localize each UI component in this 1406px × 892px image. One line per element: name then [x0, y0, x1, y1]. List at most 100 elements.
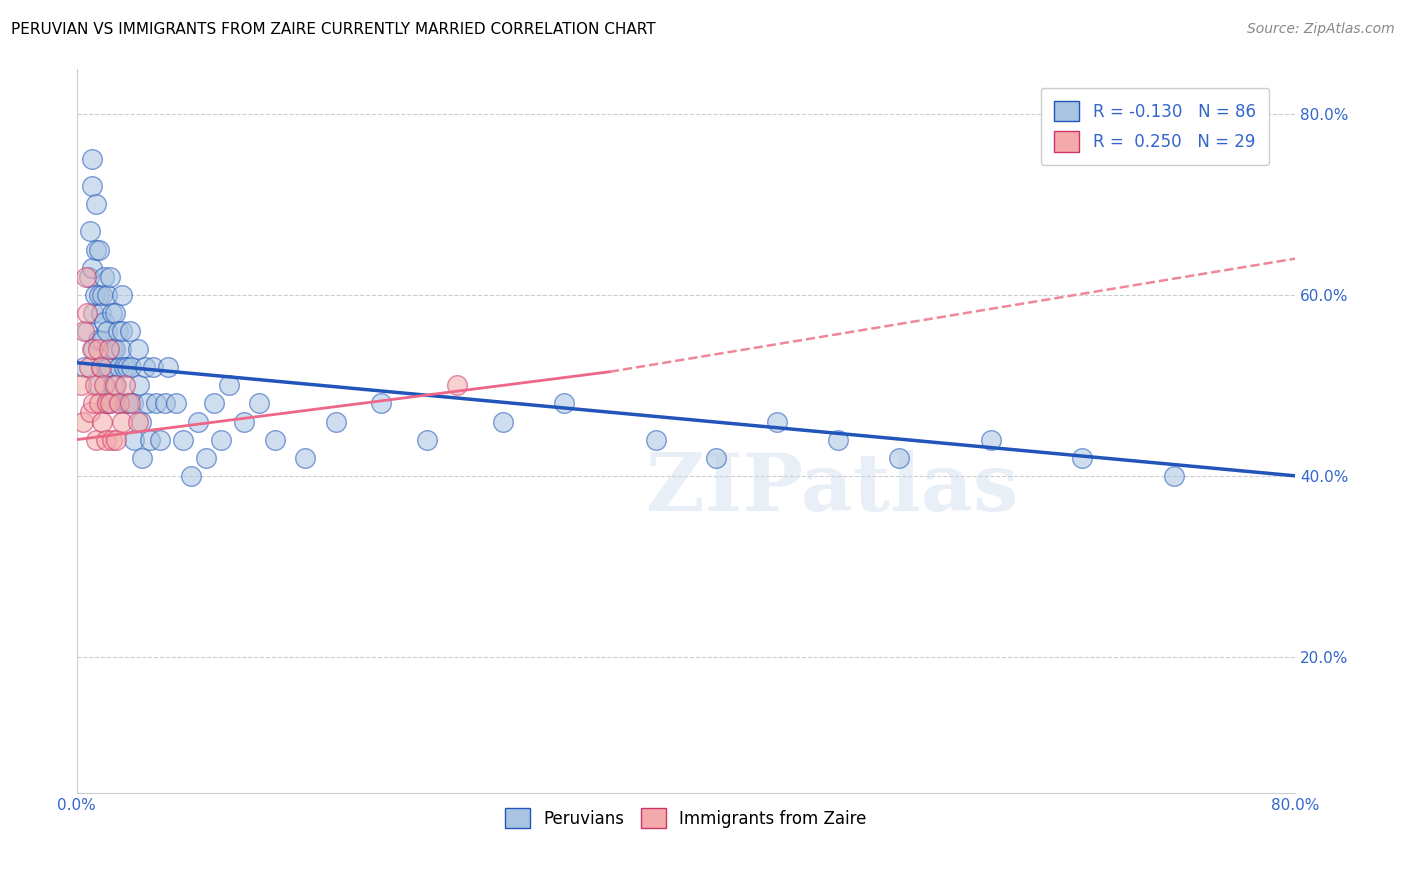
Point — [76, 324, 98, 338]
Point — [114, 378, 136, 392]
Point — [90, 306, 112, 320]
Point — [105, 433, 128, 447]
Point — [138, 433, 160, 447]
Point — [80, 179, 103, 194]
Point — [115, 360, 138, 375]
Point — [89, 396, 111, 410]
Point — [70, 378, 93, 392]
Point — [165, 396, 187, 410]
Point — [122, 396, 145, 410]
Point — [149, 433, 172, 447]
Point — [1163, 468, 1185, 483]
Point — [416, 433, 439, 447]
Point — [145, 396, 167, 410]
Point — [86, 433, 108, 447]
Point — [127, 342, 149, 356]
Point — [97, 342, 120, 356]
Point — [89, 243, 111, 257]
Point — [118, 324, 141, 338]
Point — [77, 360, 100, 375]
Point — [111, 324, 134, 338]
Point — [98, 269, 121, 284]
Point — [172, 433, 194, 447]
Point — [492, 415, 515, 429]
Point — [128, 378, 150, 392]
Point — [112, 360, 135, 375]
Point — [73, 324, 96, 338]
Point — [644, 433, 666, 447]
Point — [114, 396, 136, 410]
Point — [101, 378, 124, 392]
Point — [980, 433, 1002, 447]
Point — [94, 396, 117, 410]
Point — [96, 396, 118, 410]
Point — [80, 342, 103, 356]
Point — [156, 360, 179, 375]
Point — [91, 333, 114, 347]
Point — [105, 378, 128, 392]
Point — [129, 415, 152, 429]
Point — [96, 288, 118, 302]
Point — [108, 360, 131, 375]
Text: PERUVIAN VS IMMIGRANTS FROM ZAIRE CURRENTLY MARRIED CORRELATION CHART: PERUVIAN VS IMMIGRANTS FROM ZAIRE CURREN… — [11, 22, 655, 37]
Point — [91, 288, 114, 302]
Point — [100, 306, 122, 320]
Point — [87, 333, 110, 347]
Point — [889, 450, 911, 465]
Point — [209, 433, 232, 447]
Point — [134, 360, 156, 375]
Point — [89, 288, 111, 302]
Point — [107, 324, 129, 338]
Point — [111, 288, 134, 302]
Point — [135, 396, 157, 410]
Point — [124, 433, 146, 447]
Point — [111, 415, 134, 429]
Point — [96, 324, 118, 338]
Point — [294, 450, 316, 465]
Point — [131, 450, 153, 465]
Point — [446, 378, 468, 392]
Point — [82, 306, 104, 320]
Point — [108, 396, 131, 410]
Point — [247, 396, 270, 410]
Point — [706, 450, 728, 465]
Point — [101, 342, 124, 356]
Point — [104, 378, 127, 392]
Point — [86, 197, 108, 211]
Point — [97, 396, 120, 410]
Point — [79, 405, 101, 419]
Point — [76, 306, 98, 320]
Point — [75, 269, 97, 284]
Point — [127, 415, 149, 429]
Legend: Peruvians, Immigrants from Zaire: Peruvians, Immigrants from Zaire — [499, 801, 873, 835]
Point — [72, 415, 94, 429]
Point — [104, 342, 127, 356]
Point — [110, 342, 132, 356]
Point — [142, 360, 165, 375]
Point — [77, 269, 100, 284]
Point — [90, 360, 112, 375]
Point — [187, 415, 209, 429]
Point — [79, 224, 101, 238]
Point — [153, 396, 176, 410]
Point — [263, 433, 285, 447]
Point — [325, 415, 347, 429]
Point — [83, 378, 105, 392]
Point — [100, 433, 122, 447]
Point — [87, 378, 110, 392]
Point — [97, 360, 120, 375]
Point — [98, 396, 121, 410]
Point — [83, 288, 105, 302]
Point — [553, 396, 575, 410]
Point — [118, 396, 141, 410]
Point — [827, 433, 849, 447]
Point — [180, 468, 202, 483]
Point — [91, 415, 114, 429]
Point — [117, 396, 139, 410]
Point — [766, 415, 789, 429]
Point — [1071, 450, 1094, 465]
Point — [120, 360, 142, 375]
Point — [233, 415, 256, 429]
Point — [202, 396, 225, 410]
Point — [82, 396, 104, 410]
